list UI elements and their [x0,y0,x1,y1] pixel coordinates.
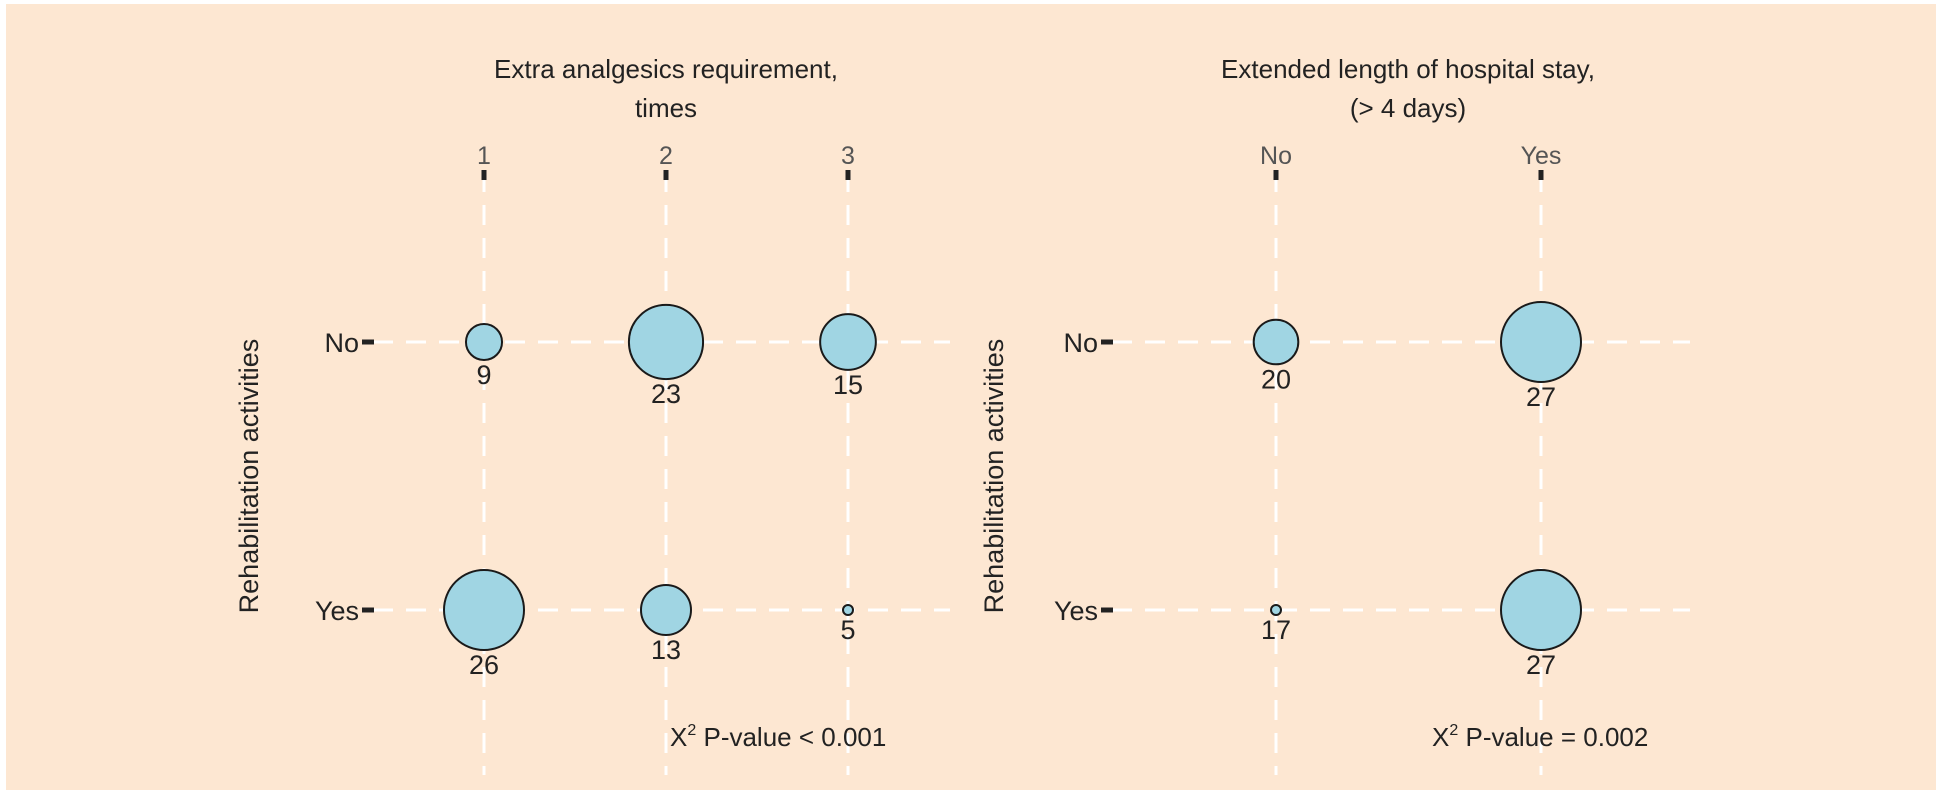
annotation-superscript: 2 [1449,722,1458,739]
x-tick-label: 1 [477,142,491,170]
x-tick-label: Yes [1521,142,1562,170]
bubble-value-label: 27 [1526,382,1556,412]
annotation-text: P-value < 0.001 [696,722,886,752]
bubble-value-label: 26 [469,650,499,680]
x-tick-label: No [1260,142,1292,170]
bubble-no-3 [819,313,877,371]
y-tick-label: No [1063,328,1098,358]
bubble-value-label: 15 [833,370,863,400]
chart-title-line: Extra analgesics requirement, [494,54,838,84]
chi-square-p-value-annotation: X2 P-value < 0.001 [670,722,886,752]
chart-title-line: Extended length of hospital stay, [1221,54,1595,84]
chart-title-line: times [635,93,697,123]
y-tick-label: Yes [1054,596,1098,626]
chi-square-p-value-annotation: X2 P-value = 0.002 [1432,722,1648,752]
x-tick-label: 2 [659,142,673,170]
bubble-no-yes [1500,301,1582,383]
bubble-yes-3 [842,604,854,616]
y-tick-label: Yes [315,596,359,626]
bubble-yes-2 [640,584,692,636]
bubble-value-label: 5 [840,615,855,645]
bubble-value-label: 9 [476,360,491,390]
bubble-value-label: 23 [651,379,681,409]
bubble-yes-no [1270,604,1282,616]
x-tick-label: 3 [841,142,855,170]
figure-panel [6,4,1936,790]
annotation-text: P-value = 0.002 [1458,722,1648,752]
bubble-no-1 [464,322,504,362]
bubble-no-2 [627,303,705,381]
chart-panel-1: Extra analgesics requirement, times Rehabi… [234,54,950,775]
bubble-no-no [1252,318,1300,366]
y-tick-label: No [324,328,359,358]
bubble-value-label: 13 [651,635,681,665]
annotation-prefix: X [670,722,687,752]
chart-panel-2: Extended length of hospital stay, (> 4 da… [979,54,1690,775]
chart-title-line: (> 4 days) [1350,93,1466,123]
y-axis-label: Rehabilitation activities [234,339,264,614]
annotation-prefix: X [1432,722,1449,752]
bubble-yes-1 [443,569,525,651]
bubble-value-label: 20 [1261,364,1291,394]
y-axis-label: Rehabilitation activities [979,339,1009,614]
bubble-value-label: 27 [1526,650,1556,680]
bubble-yes-yes [1500,569,1582,651]
annotation-superscript: 2 [687,722,696,739]
bubble-value-label: 17 [1261,615,1291,645]
